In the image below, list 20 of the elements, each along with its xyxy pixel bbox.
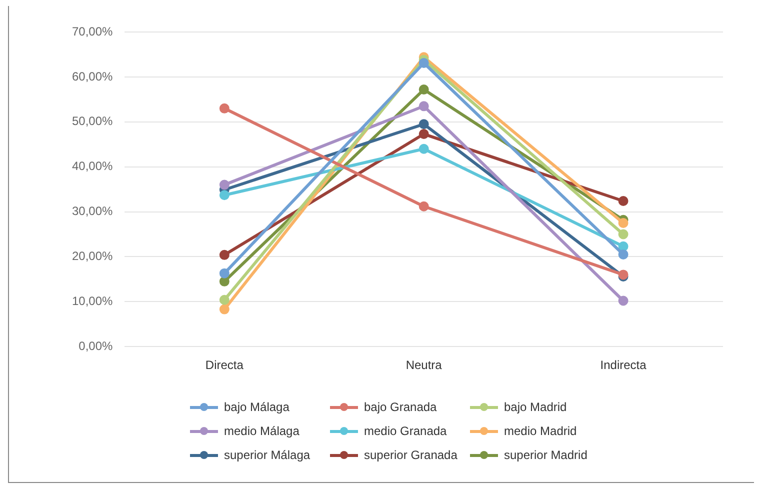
y-tick-label: 70,00% (72, 24, 114, 38)
legend-label: superior Granada (364, 448, 458, 462)
y-tick-label: 0,00% (78, 338, 114, 353)
legend-label: bajo Madrid (504, 400, 567, 414)
x-tick-label: Directa (205, 358, 244, 372)
y-tick-label: 30,00% (72, 204, 114, 218)
x-tick-label: Neutra (406, 358, 442, 372)
legend-label: medio Málaga (224, 424, 300, 438)
y-tick-label: 10,00% (72, 294, 114, 308)
legend-label: medio Granada (364, 424, 447, 438)
legend-label: superior Málaga (224, 448, 310, 462)
legend-label: medio Madrid (504, 424, 577, 438)
y-tick-label: 60,00% (72, 69, 114, 84)
legend-label: bajo Málaga (224, 400, 290, 414)
legend-label: bajo Granada (364, 400, 437, 414)
y-tick-label: 50,00% (72, 114, 114, 128)
x-tick-label: Indirecta (600, 358, 647, 372)
y-tick-label: 20,00% (72, 249, 114, 264)
legend-label: superior Madrid (504, 448, 588, 462)
y-tick-label: 40,00% (72, 159, 114, 174)
